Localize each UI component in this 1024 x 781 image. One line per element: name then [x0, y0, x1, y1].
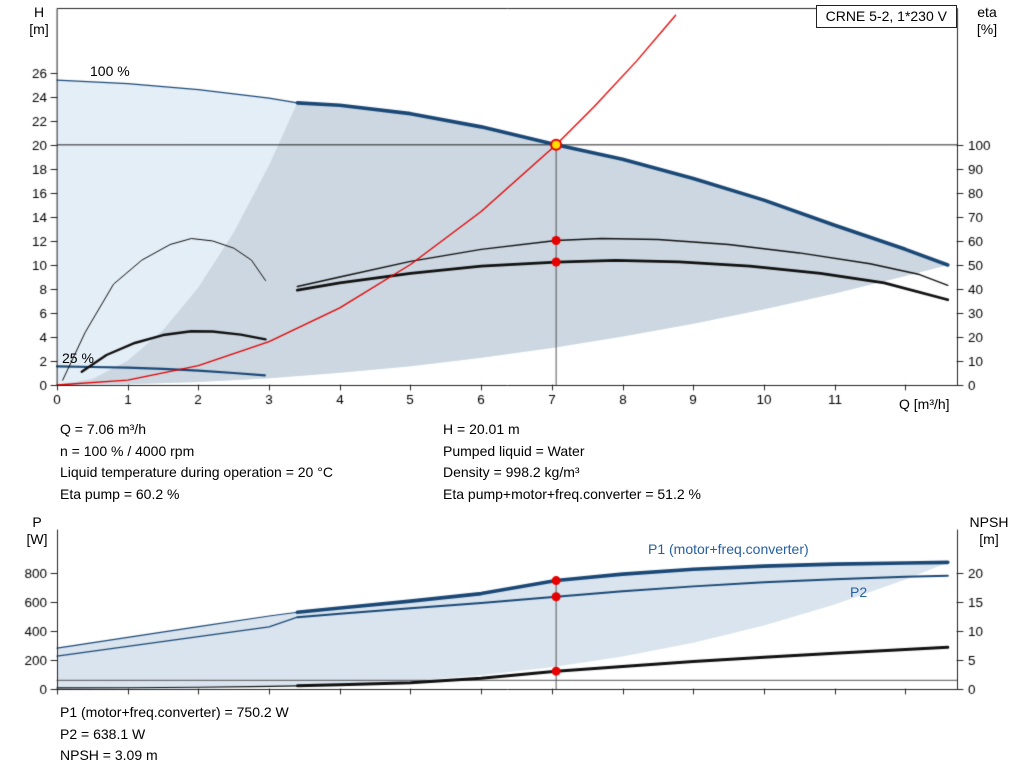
result-eta-pump: Eta pump = 60.2 % [60, 485, 180, 502]
axis-title-npsh: NPSH [969, 514, 1009, 530]
axis-title-npsh-unit: [m] [979, 531, 999, 547]
result-speed: n = 100 % / 4000 rpm [60, 442, 195, 459]
result-p1: P1 (motor+freq.converter) = 750.2 W [60, 704, 289, 720]
duty-results-right: H = 20.01 m Pumped liquid = Water Densit… [443, 419, 701, 505]
result-npsh: NPSH = 3.09 m [60, 747, 158, 763]
speed-label-25pct: 25 % [62, 350, 94, 366]
axis-title-h: H [33, 4, 45, 20]
p1-curve-label: P1 (motor+freq.converter) [648, 541, 809, 557]
speed-label-100pct: 100 % [90, 63, 130, 79]
pump-model-badge: CRNE 5-2, 1*230 V [815, 5, 957, 28]
axis-title-p: P [32, 514, 42, 530]
top-right-axis-title: eta [%] [960, 4, 1014, 38]
power-results: P1 (motor+freq.converter) = 750.2 W P2 =… [60, 702, 289, 767]
x-axis-title: Q [m³/h] [899, 396, 950, 412]
bottom-left-axis-title: P [W] [14, 514, 60, 548]
result-liquid-temperature: Liquid temperature during operation = 20… [60, 464, 333, 480]
bottom-right-axis-title: NPSH [m] [956, 514, 1022, 548]
axis-title-eta: eta [977, 4, 997, 20]
duty-results-left: Q = 7.06 m³/h n = 100 % / 4000 rpm Liqui… [60, 419, 333, 505]
result-density: Density = 998.2 kg/m³ [443, 464, 580, 480]
result-p2: P2 = 638.1 W [60, 725, 146, 742]
axis-title-p-unit: [W] [26, 531, 48, 547]
result-eta-total: Eta pump+motor+freq.converter = 51.2 % [443, 485, 701, 502]
result-head: H = 20.01 m [443, 421, 520, 437]
axis-title-h-unit: [m] [29, 21, 49, 37]
result-flow: Q = 7.06 m³/h [60, 421, 146, 437]
result-pumped-liquid: Pumped liquid = Water [443, 442, 585, 459]
top-left-axis-title: H [m] [16, 4, 62, 38]
axis-title-eta-unit: [%] [976, 21, 998, 37]
p2-curve-label: P2 [850, 584, 868, 600]
